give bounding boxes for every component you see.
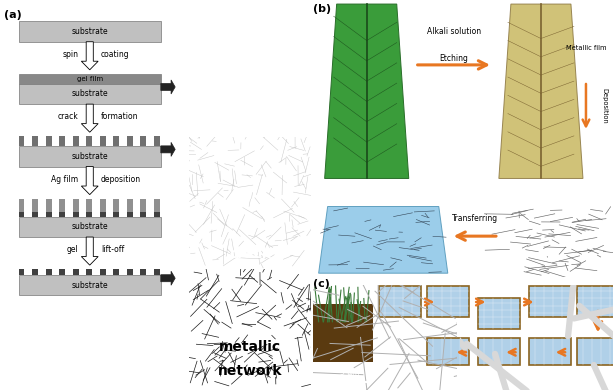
Bar — [19, 217, 161, 237]
Bar — [32, 269, 38, 275]
Bar — [140, 269, 147, 275]
Text: (c): (c) — [313, 279, 330, 289]
Polygon shape — [577, 286, 613, 317]
Text: coating: coating — [101, 50, 129, 59]
Bar — [19, 275, 161, 295]
Text: Alkali solution: Alkali solution — [427, 27, 481, 37]
Bar — [32, 136, 38, 146]
Bar — [46, 269, 51, 275]
Bar — [113, 269, 119, 275]
Polygon shape — [427, 338, 469, 365]
Bar — [19, 146, 161, 167]
Bar — [59, 199, 65, 212]
Bar — [19, 136, 25, 146]
Text: crack: crack — [229, 247, 271, 261]
Bar — [86, 136, 92, 146]
Text: gel: gel — [67, 245, 78, 254]
Text: gel film: gel film — [77, 76, 103, 82]
Bar — [32, 199, 38, 212]
Polygon shape — [577, 338, 613, 365]
Text: 5 μm: 5 μm — [340, 368, 360, 377]
Bar — [19, 84, 161, 104]
Text: metallic: metallic — [219, 340, 281, 354]
Bar — [59, 212, 65, 217]
Polygon shape — [478, 298, 520, 329]
FancyArrow shape — [82, 237, 98, 265]
Text: Etching: Etching — [440, 54, 468, 63]
FancyArrow shape — [82, 42, 98, 70]
Bar — [59, 136, 65, 146]
Bar — [100, 269, 105, 275]
Text: Transferring: Transferring — [452, 215, 498, 223]
Bar — [113, 199, 119, 212]
Bar — [86, 269, 92, 275]
Bar — [140, 199, 147, 212]
Bar — [140, 212, 147, 217]
Bar — [86, 212, 92, 217]
FancyArrow shape — [161, 80, 175, 94]
Polygon shape — [379, 286, 421, 317]
Bar — [46, 136, 51, 146]
Polygon shape — [478, 338, 520, 365]
Polygon shape — [325, 4, 409, 179]
Text: gel film: gel film — [221, 106, 280, 120]
Text: substrate: substrate — [72, 222, 108, 231]
Bar — [154, 199, 160, 212]
Bar — [73, 212, 78, 217]
Polygon shape — [529, 338, 571, 365]
Text: crack: crack — [58, 112, 78, 121]
Bar — [154, 269, 160, 275]
Text: deposition: deposition — [101, 175, 141, 184]
Bar — [100, 212, 105, 217]
Bar — [19, 199, 25, 212]
Bar — [73, 199, 78, 212]
Bar — [19, 269, 25, 275]
Text: substrate: substrate — [72, 152, 108, 161]
Text: substrate: substrate — [72, 281, 108, 290]
Text: substrate: substrate — [72, 27, 108, 36]
Polygon shape — [319, 207, 448, 273]
Bar — [140, 136, 147, 146]
Bar — [127, 136, 132, 146]
Text: Deposition: Deposition — [601, 88, 607, 123]
FancyArrow shape — [82, 167, 98, 195]
Polygon shape — [529, 286, 571, 317]
Text: 100 nm: 100 nm — [552, 368, 582, 377]
Bar — [154, 136, 160, 146]
Bar — [113, 212, 119, 217]
Polygon shape — [427, 286, 469, 317]
Polygon shape — [313, 304, 373, 362]
Bar — [127, 212, 132, 217]
FancyArrow shape — [161, 271, 175, 285]
Text: Ag film: Ag film — [51, 175, 78, 184]
Text: lift-off: lift-off — [101, 245, 124, 254]
Text: substrate: substrate — [72, 89, 108, 99]
Bar — [59, 269, 65, 275]
Text: (b): (b) — [313, 4, 331, 14]
Text: spin: spin — [63, 50, 78, 59]
Bar — [100, 136, 105, 146]
Text: formation: formation — [101, 112, 139, 121]
FancyArrow shape — [82, 104, 98, 132]
Bar — [19, 74, 161, 84]
Bar — [113, 136, 119, 146]
Bar — [73, 269, 78, 275]
Bar — [46, 212, 51, 217]
Bar — [19, 212, 25, 217]
Polygon shape — [499, 4, 583, 179]
Bar — [86, 199, 92, 212]
Bar — [19, 21, 161, 42]
Bar — [100, 199, 105, 212]
Bar — [127, 199, 132, 212]
FancyArrow shape — [161, 142, 175, 156]
Bar — [127, 269, 132, 275]
Text: (a): (a) — [4, 10, 21, 20]
Bar — [46, 199, 51, 212]
Text: Metallic film: Metallic film — [566, 45, 606, 51]
Bar — [154, 212, 160, 217]
Text: network: network — [218, 364, 283, 378]
Bar — [32, 212, 38, 217]
Bar — [73, 136, 78, 146]
